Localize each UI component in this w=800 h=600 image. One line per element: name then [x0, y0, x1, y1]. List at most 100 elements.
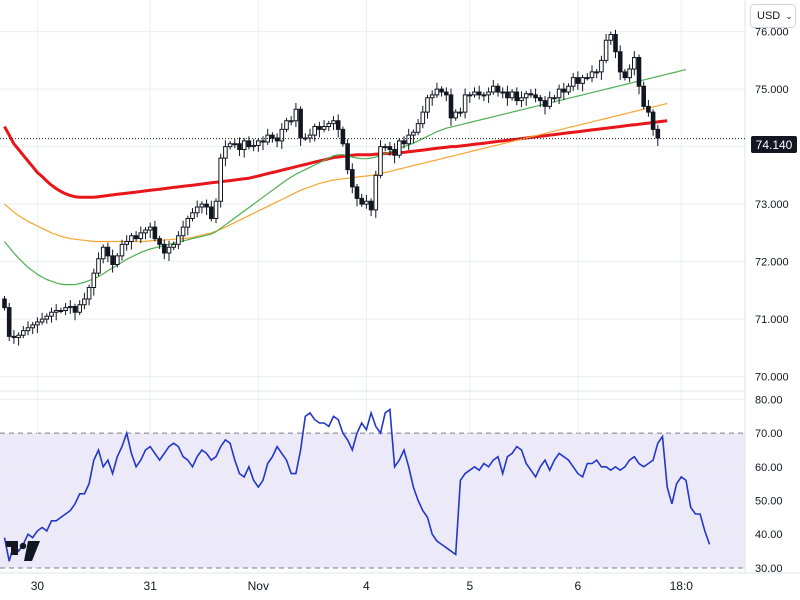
candle: [133, 231, 139, 242]
candle: [354, 184, 360, 207]
candle-up: [115, 255, 120, 265]
rsi-tick-label: 40.00: [755, 529, 783, 541]
candle-up: [500, 91, 505, 94]
candle: [2, 296, 7, 311]
candle-down: [162, 243, 167, 254]
candle: [655, 124, 661, 147]
candle-down: [650, 111, 656, 130]
moving-average-line: [3, 119, 668, 199]
candle: [420, 105, 426, 129]
candle: [100, 244, 106, 264]
candle-down: [641, 85, 647, 107]
candle-up: [434, 88, 440, 96]
candle-up: [481, 94, 487, 97]
candle: [129, 232, 134, 250]
candle-down: [350, 169, 355, 188]
candle-up: [180, 226, 186, 237]
candle-up: [364, 200, 369, 205]
candle: [505, 85, 510, 106]
candle-down: [533, 94, 538, 99]
candle: [448, 88, 454, 126]
candle: [199, 201, 205, 214]
candle: [157, 235, 162, 249]
candle: [523, 90, 529, 106]
time-axis-labels: 30 31 Nov 4 5 6 18:0: [31, 579, 694, 593]
candle: [491, 79, 496, 95]
candle-up: [552, 97, 557, 100]
candle: [265, 128, 270, 145]
candle-down: [575, 77, 581, 84]
candle-up: [213, 200, 219, 219]
currency-select[interactable]: USD ⌄: [750, 4, 796, 28]
candle: [542, 96, 548, 115]
candle-up: [288, 120, 294, 123]
candle-down: [528, 93, 534, 96]
rsi-line: [3, 408, 711, 562]
candle: [232, 139, 238, 149]
candle-down: [340, 128, 346, 145]
candle: [213, 198, 219, 224]
candle: [397, 138, 402, 159]
candle-up: [251, 144, 256, 148]
candle: [260, 136, 266, 151]
candle-up: [462, 94, 468, 113]
candle-down: [636, 57, 642, 87]
candle-down: [561, 88, 567, 93]
candle: [340, 126, 346, 147]
candle: [359, 193, 364, 207]
candle: [575, 71, 581, 90]
candle: [16, 332, 21, 346]
candle-up: [284, 120, 289, 130]
candle: [335, 114, 341, 138]
candle: [119, 239, 125, 261]
candle: [96, 252, 101, 276]
candle-up: [16, 334, 21, 339]
candle-up: [124, 241, 130, 245]
candle: [486, 87, 491, 103]
price-tick-label: 71.000: [755, 314, 789, 326]
candle: [110, 249, 115, 273]
candle: [429, 90, 435, 106]
candle-up: [594, 71, 600, 74]
candle: [241, 138, 247, 158]
candle-up: [378, 146, 383, 176]
candle: [561, 82, 567, 101]
candle: [256, 138, 261, 152]
candle: [509, 89, 515, 101]
candle: [312, 123, 317, 142]
candle: [599, 55, 604, 80]
price-grid: [0, 31, 745, 378]
candle-up: [326, 123, 332, 127]
candle: [307, 128, 313, 143]
candle: [453, 109, 458, 121]
candle: [162, 239, 167, 260]
candle-down: [260, 140, 266, 143]
candle-down: [401, 140, 407, 145]
candle-up: [307, 134, 313, 139]
candle: [350, 163, 355, 194]
candle-up: [129, 235, 134, 242]
candle-down: [110, 255, 115, 265]
candles: [2, 29, 661, 346]
candle-up: [632, 57, 637, 70]
candle-down: [105, 246, 111, 257]
candle: [44, 313, 50, 324]
time-tick-label: 6: [575, 579, 582, 593]
candle-down: [476, 91, 482, 96]
candle-down: [6, 307, 12, 337]
candle: [622, 69, 628, 81]
candle: [392, 143, 397, 164]
candle-up: [241, 140, 247, 150]
candle: [632, 51, 637, 76]
candle-up: [143, 229, 148, 234]
candle-down: [133, 235, 139, 240]
rsi-axis-labels: 80.00 70.00 60.00 50.00 40.00 30.00: [755, 394, 783, 575]
candle: [138, 226, 144, 244]
candle: [500, 87, 505, 99]
candle: [35, 317, 40, 333]
candle-up: [599, 59, 604, 73]
time-tick-label: 30: [31, 579, 45, 593]
candle-down: [617, 51, 623, 73]
candle-up: [411, 131, 416, 136]
